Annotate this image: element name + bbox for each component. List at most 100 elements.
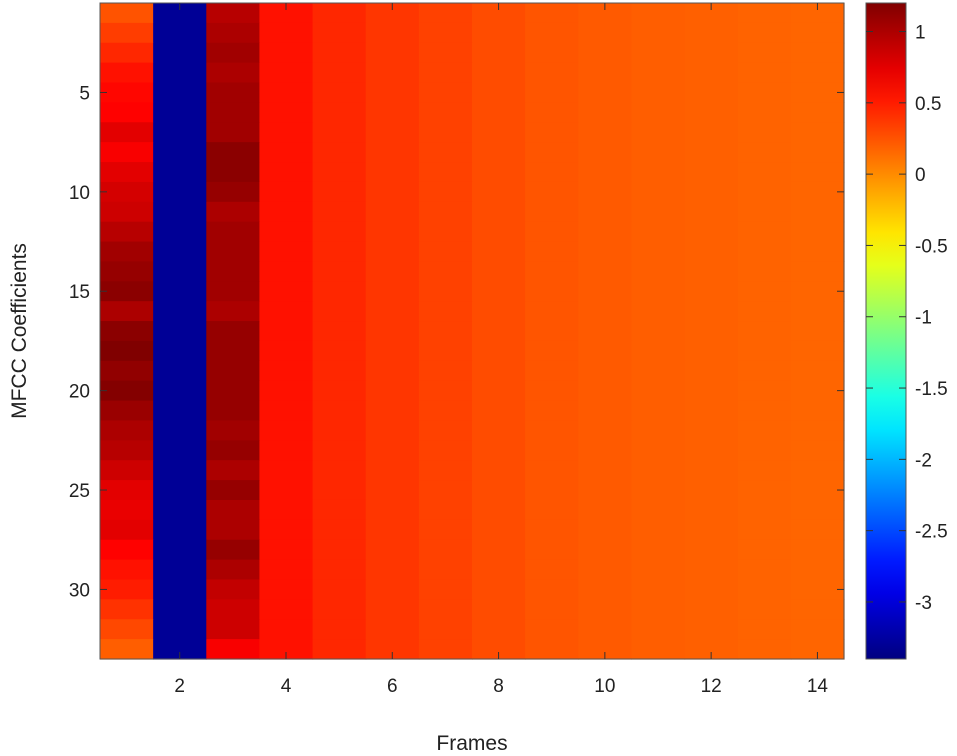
heatmap-cell [790,579,845,600]
heatmap-cell [737,559,792,581]
heatmap-cell [365,241,420,263]
heatmap-cell [206,480,261,501]
x-tick-label: 2 [174,676,185,697]
heatmap-cell [100,301,154,322]
heatmap-cell [525,639,579,660]
heatmap-cell [153,480,207,501]
heatmap-cell [206,241,261,263]
heatmap-cell [525,42,579,64]
heatmap-cell [418,420,473,441]
heatmap-cell [578,440,633,461]
heatmap-cell [737,380,792,402]
heatmap-cell [631,241,686,263]
colorbar-tick-label: 0 [915,165,926,186]
heatmap-cell [472,42,526,64]
heatmap-cell [418,321,473,342]
heatmap-cell [737,579,792,600]
heatmap-cell [418,619,473,640]
x-tick-label: 6 [387,676,398,697]
heatmap-cell [100,82,154,103]
heatmap-cell [418,400,473,422]
heatmap-cell [312,321,367,342]
heatmap-cell [631,639,686,660]
heatmap-cell [578,181,633,203]
heatmap-cell [418,340,473,362]
colorbar-tick-label: -0.5 [915,236,948,257]
heatmap-cell [737,539,792,561]
heatmap-cell [206,221,261,243]
heatmap-cell [312,122,367,143]
heatmap-cell [790,619,845,640]
colorbar-tick-label: -2 [915,450,932,471]
heatmap-cell [365,261,420,282]
heatmap-cell [153,579,207,600]
heatmap-cell [365,301,420,322]
heatmap-cell [259,82,314,103]
heatmap-cell [153,201,207,223]
heatmap-cell [684,519,739,541]
heatmap-cell [312,301,367,322]
x-axis-ticks: 2 4 6 8 10 12 14 [174,3,828,697]
y-tick-label: 20 [69,382,90,403]
x-tick-label: 8 [493,676,504,697]
heatmap-cell [365,380,420,402]
heatmap-cell [631,42,686,64]
heatmap-cell [790,221,845,243]
heatmap-cell [684,122,739,143]
heatmap-cell [578,122,633,143]
heatmap-cell [206,3,261,24]
colorbar-tick-label: -1 [915,308,932,329]
heatmap-cell [578,519,633,541]
heatmap-cell [153,460,207,481]
heatmap-cell [259,142,314,163]
heatmap-cell [259,619,314,640]
heatmap-cell [206,559,261,581]
heatmap-cell [153,281,207,302]
heatmap-cell [100,201,154,223]
heatmap-cell [472,460,526,481]
heatmap-cell [100,400,154,422]
heatmap-cell [790,102,845,123]
heatmap-cell [312,201,367,223]
heatmap-cell [206,499,261,521]
heatmap-cell [631,201,686,223]
heatmap-cell [312,480,367,501]
heatmap-cell [790,241,845,263]
heatmap-cell [259,22,314,44]
colorbar [865,2,907,660]
heatmap-cell [578,380,633,402]
heatmap-cell [525,380,579,402]
heatmap-cell [684,162,739,183]
heatmap-cell [153,162,207,183]
heatmap-cell [418,162,473,183]
heatmap-cell [684,3,739,24]
heatmap-cell [206,400,261,422]
heatmap-cell [365,181,420,203]
heatmap-cell [312,22,367,44]
heatmap-cell [418,539,473,561]
heatmap-cell [737,62,792,84]
y-axis-label: MFCC Coefficients [8,243,31,419]
heatmap-cell [100,281,154,302]
heatmap-cell [100,102,154,123]
heatmap-cell [631,380,686,402]
y-tick-label: 10 [69,183,90,204]
heatmap-cell [418,480,473,501]
heatmap-cell [418,122,473,143]
heatmap-cell [525,599,579,620]
heatmap-cell [578,579,633,600]
heatmap-cell [684,62,739,84]
heatmap-cell [684,340,739,362]
heatmap-cell [418,62,473,84]
heatmap-cell [472,599,526,620]
heatmap-cell [206,22,261,44]
heatmap-cell [365,559,420,581]
y-tick-label: 25 [69,481,90,502]
heatmap-cell [472,619,526,640]
heatmap-cell [578,599,633,620]
heatmap-cell [631,400,686,422]
heatmap-cell [259,499,314,521]
heatmap-cell [206,122,261,143]
heatmap-cell [684,301,739,322]
heatmap-cell [100,499,154,521]
